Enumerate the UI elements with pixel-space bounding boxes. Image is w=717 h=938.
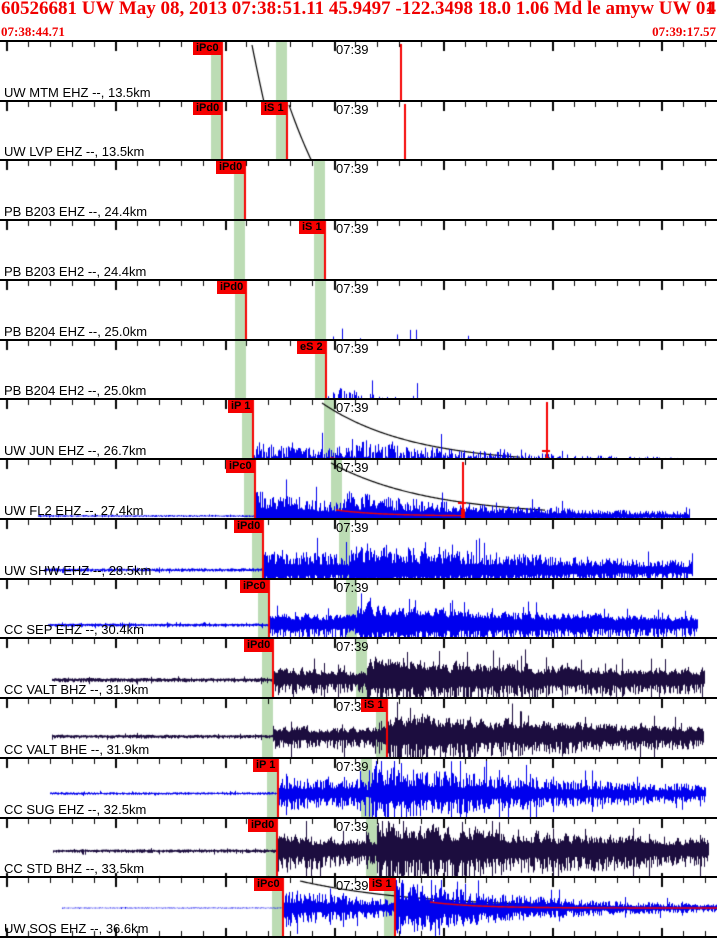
station-label: UW LVP EHZ --, 13.5km bbox=[4, 144, 145, 160]
phase-pick-flag[interactable]: iPc0 bbox=[254, 878, 283, 892]
phase-pick-flag[interactable]: iPd0 bbox=[217, 280, 247, 294]
minute-tick-label: 07:39 bbox=[336, 161, 369, 177]
trace-panel[interactable]: 07:39 iPd0 CC VALT BHZ --, 31.9km bbox=[0, 637, 717, 698]
waveform-canvas[interactable] bbox=[0, 280, 717, 339]
waveform-canvas[interactable] bbox=[0, 878, 717, 937]
phase-pick-flag[interactable]: iPc0 bbox=[193, 42, 222, 55]
phase-pick-flag[interactable]: iS 1 bbox=[369, 878, 395, 892]
trace-panel[interactable]: 07:39 iPc0 iS 1 UW SOS EHZ --, 36.6km bbox=[0, 876, 717, 938]
station-label: UW FL2 EHZ --, 27.4km bbox=[4, 502, 144, 518]
minute-tick-label: 07:39 bbox=[336, 280, 369, 296]
minute-tick-label: 07:39 bbox=[336, 221, 369, 237]
trace-panel[interactable]: 07:39 iPd0 UW SHW EHZ --, 28.5km bbox=[0, 517, 717, 578]
waveform-canvas[interactable] bbox=[0, 42, 717, 100]
phase-pick-flag[interactable]: iPc0 bbox=[226, 460, 255, 474]
minute-tick-label: 07:39 bbox=[336, 818, 369, 834]
trace-panel[interactable]: 07:39 eS 2 PB B204 EH2 --, 25.0km bbox=[0, 338, 717, 399]
waveform-canvas[interactable] bbox=[0, 340, 717, 399]
waveform-canvas[interactable] bbox=[0, 400, 717, 459]
trace-panel[interactable]: 07:39 iS 1 PB B203 EH2 --, 24.4km bbox=[0, 219, 717, 279]
trace-panel[interactable]: 07:39 iP 1 CC SUG EHZ --, 32.5km bbox=[0, 756, 717, 817]
waveform-canvas[interactable] bbox=[0, 579, 717, 638]
phase-pick-flag[interactable]: iP 1 bbox=[228, 400, 254, 414]
station-label: CC SUG EHZ --, 32.5km bbox=[4, 801, 147, 817]
trace-panel[interactable]: 07:39 iPd0 iS 1 UW LVP EHZ --, 13.5km bbox=[0, 99, 717, 160]
phase-pick-flag[interactable]: iS 1 bbox=[299, 221, 325, 235]
phase-pick-flag[interactable]: iPd0 bbox=[234, 519, 264, 533]
waveform-canvas[interactable] bbox=[0, 221, 717, 279]
window-start-time: 07:38:44.71 bbox=[1, 24, 65, 39]
station-label: PB B204 EH2 --, 25.0km bbox=[4, 383, 147, 399]
minute-tick-label: 07:39 bbox=[336, 42, 369, 57]
minute-tick-label: 07:39 bbox=[336, 579, 369, 595]
phase-pick-flag[interactable]: iS 1 bbox=[261, 101, 287, 115]
phase-pick-flag[interactable]: iP 1 bbox=[253, 758, 279, 772]
waveform-canvas[interactable] bbox=[0, 460, 717, 518]
phase-pick-flag[interactable]: iPc0 bbox=[240, 579, 269, 593]
station-label: PB B203 EHZ --, 24.4km bbox=[4, 204, 148, 220]
minute-tick-label: 07:39 bbox=[336, 460, 369, 476]
event-title-extra: 4 bbox=[706, 0, 717, 19]
waveform-canvas[interactable] bbox=[0, 699, 717, 757]
trace-panel[interactable]: 07:39 iP 1 UW JUN EHZ --, 26.7km bbox=[0, 398, 717, 459]
trace-panel[interactable]: 07:39 iPd0 PB B203 EHZ --, 24.4km bbox=[0, 159, 717, 220]
phase-pick-flag[interactable]: iPd0 bbox=[193, 101, 223, 115]
phase-pick-flag[interactable]: iPd0 bbox=[216, 161, 246, 175]
waveform-canvas[interactable] bbox=[0, 758, 717, 817]
phase-pick-flag[interactable]: eS 2 bbox=[297, 340, 326, 354]
station-label: CC STD BHZ --, 33.5km bbox=[4, 861, 145, 877]
minute-tick-label: 07:39 bbox=[336, 878, 369, 894]
window-end-time: 07:39:17.57 bbox=[652, 24, 716, 39]
waveform-canvas[interactable] bbox=[0, 639, 717, 698]
station-label: PB B203 EH2 --, 24.4km bbox=[4, 263, 147, 279]
trace-panel[interactable]: 07:39 iPd0 CC STD BHZ --, 33.5km bbox=[0, 816, 717, 877]
phase-pick-flag[interactable]: iPd0 bbox=[244, 639, 274, 653]
minute-tick-label: 07:39 bbox=[336, 400, 369, 416]
trace-list: 07:39 iPc0 UW MTM EHZ --, 13.5km 07:39 iPd0 i… bbox=[0, 40, 717, 938]
station-label: CC VALT BHZ --, 31.9km bbox=[4, 682, 149, 698]
minute-tick-label: 07:39 bbox=[336, 758, 369, 774]
minute-tick-label: 07:39 bbox=[336, 101, 369, 117]
station-label: UW JUN EHZ --, 26.7km bbox=[4, 443, 147, 459]
trace-panel[interactable]: 07:39 iPd0 PB B204 EHZ --, 25.0km bbox=[0, 278, 717, 339]
minute-tick-label: 07:39 bbox=[336, 639, 369, 655]
station-label: UW SHW EHZ --, 28.5km bbox=[4, 562, 152, 578]
waveform-canvas[interactable] bbox=[0, 101, 717, 160]
phase-pick-flag[interactable]: iPd0 bbox=[248, 818, 278, 832]
station-label: UW MTM EHZ --, 13.5km bbox=[4, 84, 151, 100]
station-label: CC SEP EHZ --, 30.4km bbox=[4, 622, 144, 638]
trace-panel[interactable]: 07:39 iPc0 CC SEP EHZ --, 30.4km bbox=[0, 577, 717, 638]
waveform-canvas[interactable] bbox=[0, 519, 717, 578]
station-label: UW SOS EHZ --, 36.6km bbox=[4, 921, 149, 937]
station-label: PB B204 EHZ --, 25.0km bbox=[4, 323, 148, 339]
waveform-canvas[interactable] bbox=[0, 161, 717, 220]
event-header: 60526681 UW May 08, 2013 07:38:51.11 45.… bbox=[0, 0, 717, 40]
event-title: 60526681 UW May 08, 2013 07:38:51.11 45.… bbox=[1, 0, 715, 19]
minute-tick-label: 07:39 bbox=[336, 340, 369, 356]
trace-panel[interactable]: 07:39 iS 1 CC VALT BHE --, 31.9km bbox=[0, 697, 717, 757]
station-label: CC VALT BHE --, 31.9km bbox=[4, 741, 150, 757]
phase-pick-flag[interactable]: iS 1 bbox=[361, 699, 387, 713]
waveform-canvas[interactable] bbox=[0, 818, 717, 877]
minute-tick-label: 07:39 bbox=[336, 519, 369, 535]
minute-tick-label: 07:39 bbox=[336, 699, 369, 715]
trace-panel[interactable]: 07:39 iPc0 UW FL2 EHZ --, 27.4km bbox=[0, 458, 717, 518]
trace-panel[interactable]: 07:39 iPc0 UW MTM EHZ --, 13.5km bbox=[0, 40, 717, 100]
